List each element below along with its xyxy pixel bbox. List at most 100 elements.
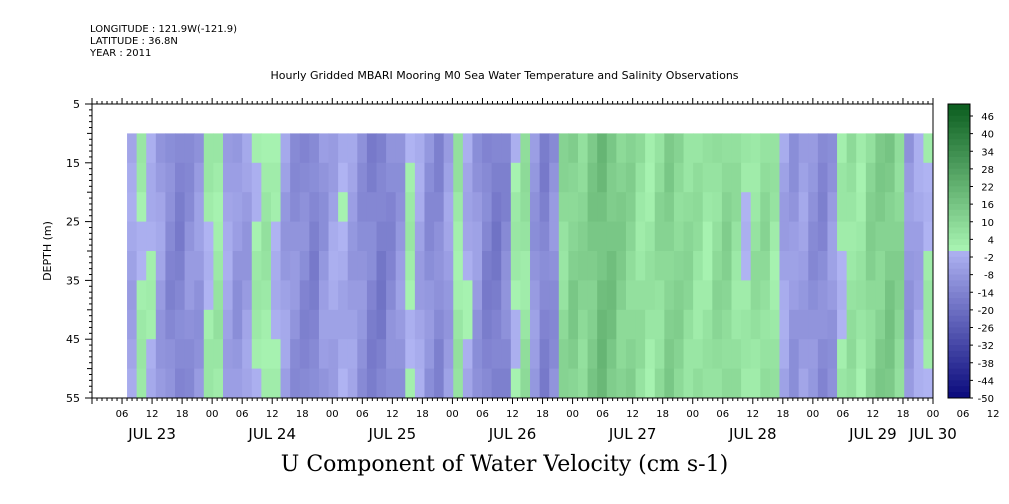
heatmap-cell (837, 133, 848, 164)
heatmap-cell (654, 368, 665, 398)
heatmap-cell (395, 192, 406, 223)
heatmap-cell (789, 251, 800, 281)
heatmap-cell (376, 162, 387, 193)
colorbar-band (948, 333, 970, 340)
heatmap-cell (434, 162, 445, 193)
heatmap-cell (904, 192, 915, 223)
heatmap-cell (261, 221, 272, 252)
heatmap-cell (127, 309, 138, 340)
colorbar-band (948, 362, 970, 370)
heatmap-cell (270, 280, 282, 311)
colorbar-label: 34 (981, 147, 994, 158)
heatmap-cell (741, 133, 752, 164)
heatmap-cell (165, 251, 176, 281)
heatmap-cell (616, 309, 627, 340)
heatmap-cell (721, 221, 733, 252)
heatmap-cell (472, 251, 483, 281)
heatmap-cell (328, 309, 339, 340)
heatmap-cell (894, 368, 905, 398)
x-hour-label: 06 (116, 409, 129, 420)
x-day-label: JUL 28 (728, 425, 777, 443)
heatmap-cell (318, 280, 330, 311)
heatmap-cell (913, 162, 925, 193)
heatmap-cell (625, 133, 637, 164)
heatmap-cell (357, 133, 368, 164)
heatmap-cell (405, 309, 416, 340)
heatmap-cell (894, 251, 905, 281)
y-axis-label: DEPTH (m) (41, 221, 54, 281)
heatmap-cell (309, 162, 320, 193)
heatmap-cell (702, 133, 713, 164)
heatmap-cell (645, 221, 656, 252)
heatmap-cell (155, 221, 167, 252)
heatmap-cell (587, 192, 598, 223)
x-day-label: JUL 30 (908, 425, 957, 443)
heatmap-cell (549, 162, 560, 193)
heatmap-cell (683, 309, 694, 340)
colorbar-frame (947, 103, 971, 399)
colorbar-band (948, 145, 970, 152)
colorbar-band (948, 345, 970, 352)
heatmap-cell (501, 192, 512, 223)
heatmap-cell (721, 368, 733, 398)
colorbar-band (948, 368, 970, 375)
heatmap-cell (270, 162, 282, 193)
heatmap-cell (750, 339, 761, 370)
heatmap-cell (693, 280, 704, 311)
heatmap-cell (328, 280, 339, 311)
heatmap-cell (856, 162, 867, 193)
heatmap-cell (645, 162, 656, 193)
colorbar-band (948, 168, 970, 176)
heatmap-cell (309, 309, 320, 340)
heatmap-cell (789, 280, 800, 311)
heatmap-cell (175, 368, 186, 398)
heatmap-cell (856, 192, 867, 223)
heatmap-cell (232, 251, 243, 281)
heatmap-cell (750, 192, 761, 223)
heatmap-cell (357, 280, 368, 311)
colorbar-label: -14 (978, 288, 994, 299)
heatmap-cell (482, 192, 493, 223)
heatmap-cell (894, 221, 905, 252)
heatmap-cell (434, 221, 445, 252)
heatmap-cell (501, 309, 512, 340)
heatmap-cell (904, 339, 915, 370)
heatmap-cell (309, 368, 320, 398)
heatmap-cell (491, 368, 502, 398)
heatmap-cell (625, 221, 637, 252)
heatmap-cell (616, 221, 627, 252)
colorbar-band (948, 174, 970, 181)
heatmap-cell (798, 339, 809, 370)
heatmap-cell (386, 162, 397, 193)
heatmap-cell (194, 339, 205, 370)
heatmap-cell (721, 133, 733, 164)
heatmap-cell (817, 309, 829, 340)
heatmap-cell (491, 339, 502, 370)
heatmap-cell (558, 280, 569, 311)
heatmap-cell (424, 280, 435, 311)
heatmap-cell (405, 162, 416, 193)
heatmap-cell (299, 162, 310, 193)
heatmap-cell (318, 251, 330, 281)
heatmap-cell (299, 280, 310, 311)
colorbar: 46 40 34 28 22 16 10 4 -2 -8 -14 -20 -26 -32 -38 -44 -50 (947, 103, 994, 405)
heatmap-cell (760, 221, 771, 252)
heatmap-cell (203, 133, 214, 164)
x-hour-label: 12 (266, 409, 279, 420)
heatmap-cell (625, 251, 637, 281)
colorbar-label: -2 (984, 253, 994, 264)
heatmap-cell (443, 192, 454, 223)
y-tick-label: 45 (66, 333, 80, 346)
heatmap-cell (913, 192, 925, 223)
heatmap-cell (885, 133, 896, 164)
heatmap-cell (395, 368, 406, 398)
heatmap-cell (846, 221, 857, 252)
heatmap-cell (865, 280, 877, 311)
heatmap-cell (261, 309, 272, 340)
heatmap-cell (645, 192, 656, 223)
heatmap-cell (175, 221, 186, 252)
heatmap-cell (846, 133, 857, 164)
colorbar-band (948, 286, 970, 293)
heatmap-cell (386, 368, 397, 398)
colorbar-band (948, 186, 970, 193)
